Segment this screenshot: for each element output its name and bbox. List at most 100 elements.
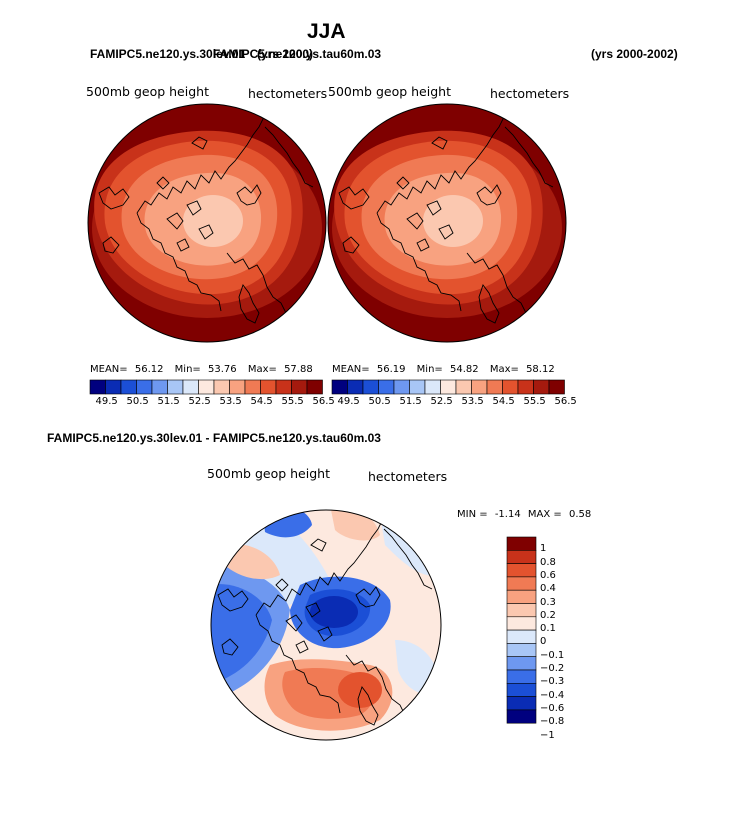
colorbar-tick-label: 0.3 bbox=[540, 596, 556, 608]
panel1-variable-label: 500mb geop height bbox=[86, 84, 209, 99]
panel2-min-value: 54.82 bbox=[449, 364, 479, 375]
panel1-max-value: 57.88 bbox=[284, 364, 313, 375]
colorbar-swatch bbox=[213, 379, 230, 395]
panel2-mean-label: MEAN= bbox=[332, 364, 370, 375]
colorbar-swatch bbox=[506, 683, 537, 697]
colorbar-swatch bbox=[275, 379, 292, 395]
colorbar-swatch bbox=[105, 379, 122, 395]
diff-map bbox=[211, 510, 441, 740]
colorbar-swatch bbox=[409, 379, 426, 395]
colorbar-swatch bbox=[506, 550, 537, 564]
colorbar-swatch bbox=[151, 379, 168, 395]
colorbar-swatch bbox=[486, 379, 503, 395]
colorbar-tick-label: 49.5 bbox=[95, 396, 118, 407]
panel1-mean-value: 56.12 bbox=[134, 364, 164, 375]
panel1-map bbox=[88, 104, 326, 342]
colorbar-swatch bbox=[506, 576, 537, 591]
colorbar-swatch bbox=[167, 379, 184, 395]
panel2-case-label: FAMIPC5.ne120.ys.tau60m.03 bbox=[213, 47, 382, 61]
colorbar-tick-label: 0.1 bbox=[540, 623, 556, 635]
panel2-years-label: (yrs 2000-2002) bbox=[591, 47, 678, 61]
colorbar-tick-label: 1 bbox=[540, 543, 547, 555]
colorbar-tick-label: 0.8 bbox=[540, 556, 556, 568]
colorbar-swatch bbox=[331, 379, 348, 395]
colorbar-swatch bbox=[506, 643, 537, 658]
colorbar-swatch bbox=[347, 379, 364, 395]
colorbar-tick-label: 0.4 bbox=[540, 583, 556, 595]
colorbar-swatch bbox=[506, 709, 537, 724]
colorbar-tick-label: −0.6 bbox=[540, 702, 565, 714]
panel2-min-label: Min= bbox=[416, 364, 443, 375]
colorbar-tick-label: 49.5 bbox=[337, 396, 360, 407]
colorbar-swatch bbox=[471, 379, 488, 395]
colorbar-swatch bbox=[378, 379, 395, 395]
diff-variable-label: 500mb geop height bbox=[207, 466, 330, 481]
colorbar-tick-label: 53.5 bbox=[219, 396, 242, 407]
colorbar-swatch bbox=[362, 379, 379, 395]
colorbar-tick-label: −0.4 bbox=[540, 689, 565, 701]
colorbar-swatch bbox=[260, 379, 277, 395]
colorbar-swatch bbox=[229, 379, 246, 395]
colorbar-swatch bbox=[198, 379, 215, 395]
panel1-min-value: 53.76 bbox=[207, 364, 237, 375]
panel1-units-label: hectometers bbox=[248, 86, 328, 101]
colorbar-swatch bbox=[393, 379, 410, 395]
panel1-map-border bbox=[87, 103, 327, 343]
panel1-stats: MEAN= 56.12 Min= 53.76 Max= 57.88 bbox=[90, 364, 313, 375]
colorbar-swatch bbox=[89, 379, 106, 395]
panel1-case-label: FAMIPC5.ne120.ys.30lev.01 bbox=[90, 47, 246, 61]
panel1-mean-label: MEAN= bbox=[90, 364, 128, 375]
panel2-units-label: hectometers bbox=[490, 86, 570, 101]
figure-title: JJA bbox=[307, 20, 346, 43]
panel2-colorbar bbox=[331, 379, 565, 395]
colorbar-tick-label: 52.5 bbox=[430, 396, 453, 407]
colorbar-swatch bbox=[506, 536, 537, 551]
colorbar-swatch bbox=[440, 379, 457, 395]
panel1-min-label: Min= bbox=[174, 364, 201, 375]
colorbar-tick-label: 0.2 bbox=[540, 609, 556, 621]
colorbar-swatch bbox=[506, 603, 537, 618]
panel1-colorbar bbox=[89, 379, 323, 395]
colorbar-tick-label: −1 bbox=[540, 729, 555, 741]
colorbar-swatch bbox=[244, 379, 261, 395]
colorbar-tick-label: 50.5 bbox=[126, 396, 149, 407]
diff-max-value: 0.58 bbox=[568, 509, 592, 520]
colorbar-swatch bbox=[182, 379, 199, 395]
diff-colorbar bbox=[506, 536, 537, 724]
panel2-mean-value: 56.19 bbox=[376, 364, 406, 375]
colorbar-swatch bbox=[455, 379, 472, 395]
colorbar-swatch bbox=[506, 616, 537, 631]
colorbar-tick-label: 52.5 bbox=[188, 396, 211, 407]
colorbar-tick-label: 56.5 bbox=[312, 396, 335, 407]
colorbar-swatch bbox=[120, 379, 137, 395]
panel1-years-label: (yrs 2000) bbox=[257, 47, 314, 61]
panel2-max-label: Max= bbox=[489, 364, 519, 375]
colorbar-swatch bbox=[306, 379, 323, 395]
colorbar-tick-label: 0 bbox=[540, 636, 547, 648]
colorbar-tick-label: 54.5 bbox=[250, 396, 273, 407]
diff-stats: MIN = -1.14 MAX = 0.58 bbox=[457, 509, 591, 520]
colorbar-swatch bbox=[291, 379, 308, 395]
diff-min-label: MIN = bbox=[457, 509, 488, 520]
colorbar-tick-label: 53.5 bbox=[461, 396, 484, 407]
panel2-map-border bbox=[327, 103, 567, 343]
colorbar-swatch bbox=[506, 669, 537, 684]
panel2-variable-label: 500mb geop height bbox=[328, 84, 451, 99]
colorbar-tick-label: 55.5 bbox=[523, 396, 546, 407]
colorbar-swatch bbox=[424, 379, 441, 395]
panel2-map bbox=[328, 104, 566, 342]
diff-title: FAMIPC5.ne120.ys.30lev.01 - FAMIPC5.ne12… bbox=[47, 431, 381, 445]
colorbar-swatch bbox=[517, 379, 534, 395]
diff-min-value: -1.14 bbox=[494, 509, 521, 520]
colorbar-tick-label: 51.5 bbox=[157, 396, 180, 407]
colorbar-tick-label: 0.6 bbox=[540, 569, 556, 581]
colorbar-tick-label: 56.5 bbox=[554, 396, 577, 407]
colorbar-swatch bbox=[136, 379, 153, 395]
colorbar-tick-label: 50.5 bbox=[368, 396, 391, 407]
colorbar-tick-label: −0.3 bbox=[540, 676, 565, 688]
diff-units-label: hectometers bbox=[368, 469, 448, 484]
colorbar-swatch bbox=[548, 379, 565, 395]
colorbar-swatch bbox=[506, 563, 537, 578]
panel2-max-value: 58.12 bbox=[526, 364, 555, 375]
